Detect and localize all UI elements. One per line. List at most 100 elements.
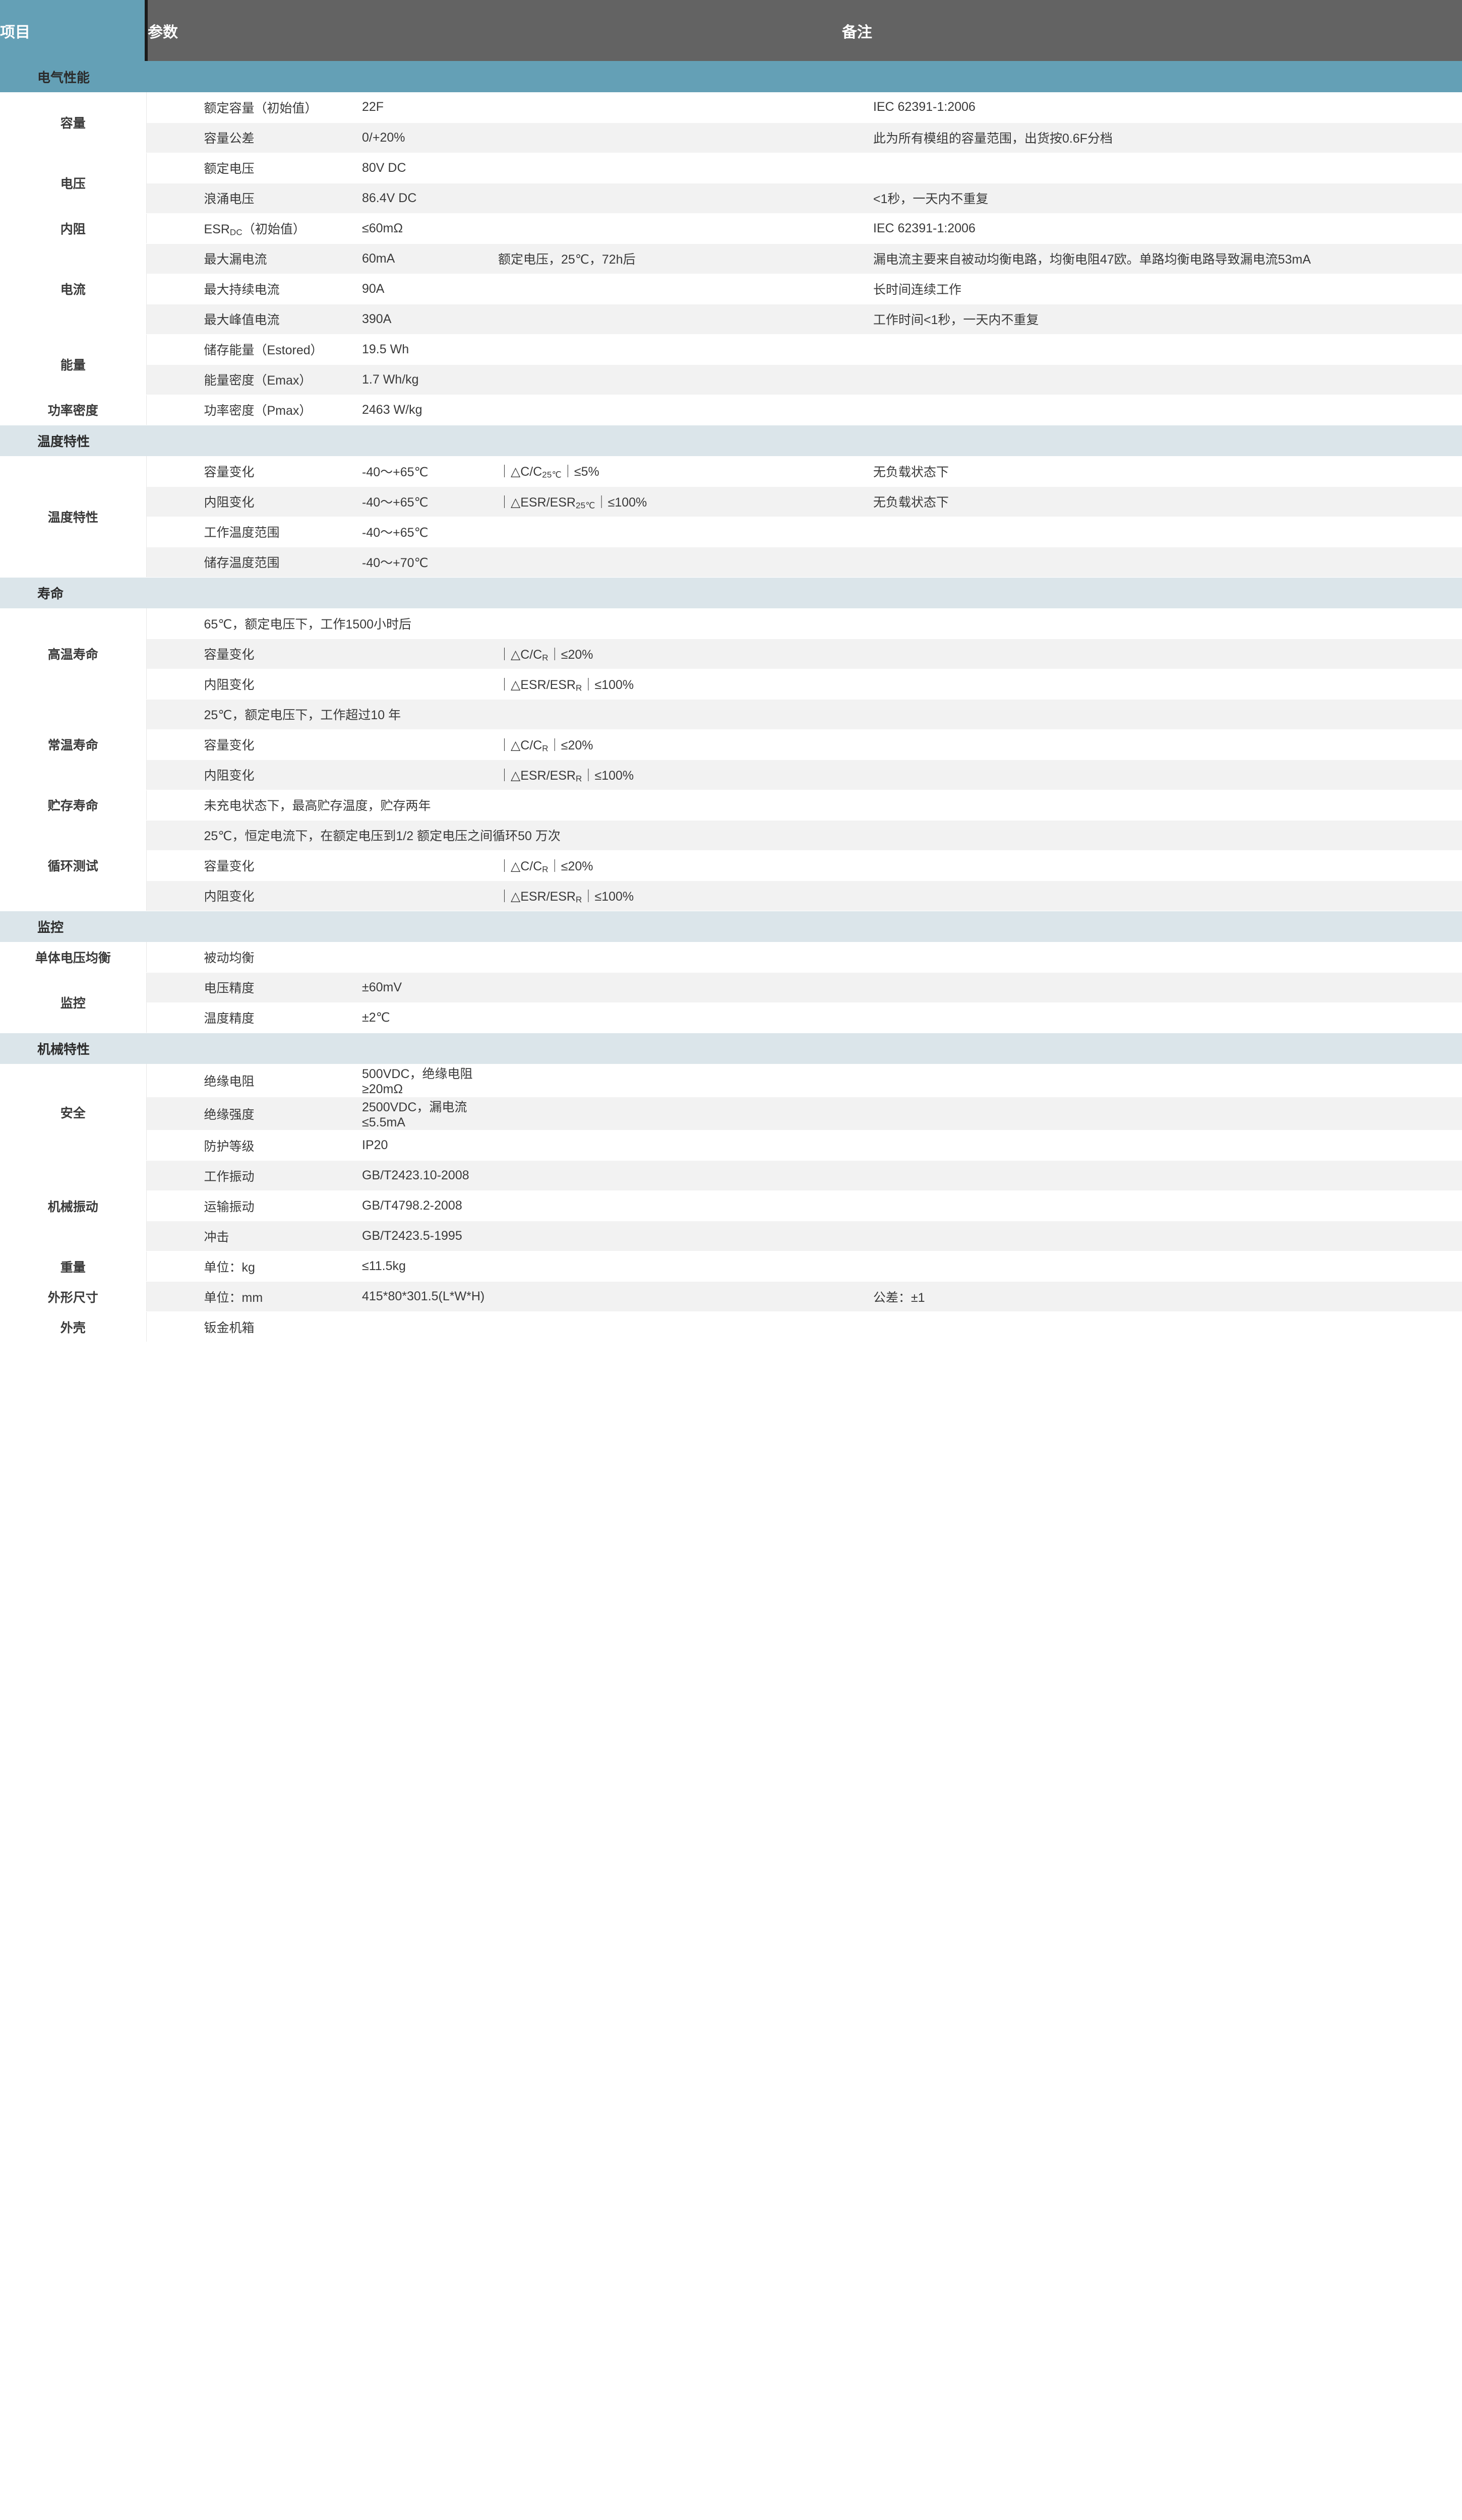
row-value bbox=[358, 880, 494, 911]
row-item-label: 能量密度（Emax） bbox=[146, 364, 358, 395]
row-value bbox=[358, 729, 494, 760]
row-remark: 此为所有模组的容量范围，出货按0.6F分档 bbox=[842, 122, 1462, 153]
row-span-text: 被动均衡 bbox=[146, 942, 842, 973]
row-category-label: 容量 bbox=[0, 92, 147, 153]
table-row: 内阻变化 ｜△ESR/ESRR｜≤100% bbox=[0, 760, 1462, 790]
row-item-label: 电压精度 bbox=[146, 972, 358, 1003]
row-value bbox=[358, 850, 494, 881]
row-category-label: 高温寿命 bbox=[0, 608, 147, 700]
row-value-secondary bbox=[494, 213, 842, 244]
table-row: 最大持续电流 90A 长时间连续工作 bbox=[0, 274, 1462, 304]
row-value-secondary bbox=[494, 364, 842, 395]
row-value: 500VDC，绝缘电阻≥20mΩ bbox=[358, 1064, 494, 1097]
row-remark bbox=[842, 395, 1462, 425]
table-row: 单体电压均衡 被动均衡 bbox=[0, 942, 1462, 973]
row-item-label: 容量公差 bbox=[146, 122, 358, 153]
row-remark: 工作时间<1秒，一天内不重复 bbox=[842, 304, 1462, 335]
row-value-secondary bbox=[494, 547, 842, 578]
row-value: ±60mV bbox=[358, 972, 494, 1003]
row-value bbox=[358, 639, 494, 669]
row-category-label: 重量 bbox=[0, 1251, 147, 1282]
row-value: GB/T4798.2-2008 bbox=[358, 1190, 494, 1221]
table-row: 防护等级 IP20 bbox=[0, 1130, 1462, 1161]
row-remark bbox=[842, 880, 1462, 911]
row-value-secondary bbox=[494, 304, 842, 335]
row-span-text: 未充电状态下，最高贮存温度，贮存两年 bbox=[146, 790, 842, 821]
row-category-label: 监控 bbox=[0, 972, 147, 1033]
table-row: 常温寿命 25℃，额定电压下，工作超过10 年 bbox=[0, 699, 1462, 790]
section-header-row: 监控 bbox=[0, 911, 1462, 942]
row-remark bbox=[842, 1190, 1462, 1221]
table-row: 浪涌电压 86.4V DC <1秒，一天内不重复 bbox=[0, 183, 1462, 214]
row-span-text: 65℃，额定电压下，工作1500小时后 bbox=[146, 608, 842, 639]
section-header-row: 寿命 bbox=[0, 577, 1462, 608]
row-value: ±2℃ bbox=[358, 1002, 494, 1033]
row-remark bbox=[842, 334, 1462, 365]
table-row: 储存温度范围 -40～+70℃ bbox=[0, 547, 1462, 578]
section-title: 寿命 bbox=[0, 577, 1462, 608]
column-header-category: 项目 bbox=[0, 0, 146, 61]
row-item-label: 储存温度范围 bbox=[146, 547, 358, 578]
row-remark bbox=[842, 517, 1462, 547]
row-remark bbox=[842, 1130, 1462, 1161]
row-remark: 公差：±1 bbox=[842, 1281, 1462, 1312]
row-span-text: 25℃，恒定电流下，在额定电压到1/2 额定电压之间循环50 万次 bbox=[146, 820, 842, 851]
row-remark bbox=[842, 760, 1462, 790]
row-remark bbox=[842, 1251, 1462, 1282]
table-row: 内阻 ESRDC（初始值） ≤60mΩ IEC 62391-1:2006 bbox=[0, 213, 1462, 244]
row-value: 0/+20% bbox=[358, 122, 494, 153]
row-remark bbox=[842, 639, 1462, 669]
row-item-label: 运输振动 bbox=[146, 1190, 358, 1221]
section-title: 机械特性 bbox=[0, 1033, 1462, 1064]
row-remark: 无负载状态下 bbox=[842, 456, 1462, 487]
table-row: 运输振动 GB/T4798.2-2008 bbox=[0, 1190, 1462, 1221]
row-value: 22F bbox=[358, 92, 494, 123]
section-title: 电气性能 bbox=[0, 61, 1462, 92]
table-row: 工作温度范围 -40～+65℃ bbox=[0, 517, 1462, 547]
row-item-label: 最大漏电流 bbox=[146, 243, 358, 274]
row-category-label: 机械振动 bbox=[0, 1160, 147, 1251]
row-value: 390A bbox=[358, 304, 494, 335]
row-value: ≤60mΩ bbox=[358, 213, 494, 244]
row-item-label: 内阻变化 bbox=[146, 760, 358, 790]
table-row: 容量公差 0/+20% 此为所有模组的容量范围，出货按0.6F分档 bbox=[0, 122, 1462, 153]
table-header-row: 项目 参数 备注 bbox=[0, 0, 1462, 61]
table-row: 容量变化 ｜△C/CR｜≤20% bbox=[0, 850, 1462, 881]
row-remark bbox=[842, 942, 1462, 973]
row-value-secondary bbox=[494, 274, 842, 304]
row-category-label: 常温寿命 bbox=[0, 699, 147, 790]
table-row: 机械振动 工作振动 GB/T2423.10-2008 bbox=[0, 1160, 1462, 1251]
row-value: -40～+65℃ bbox=[358, 486, 494, 517]
row-value: IP20 bbox=[358, 1130, 494, 1161]
row-remark bbox=[842, 153, 1462, 183]
table-row: 高温寿命 65℃，额定电压下，工作1500小时后 bbox=[0, 608, 1462, 700]
row-remark: <1秒，一天内不重复 bbox=[842, 183, 1462, 214]
row-value: 2500VDC，漏电流≤5.5mA bbox=[358, 1097, 494, 1130]
table-row: 内阻变化 -40～+65℃ ｜△ESR/ESR25℃｜≤100% 无负载状态下 bbox=[0, 486, 1462, 517]
row-category-label: 内阻 bbox=[0, 213, 147, 244]
row-remark bbox=[842, 1002, 1462, 1033]
table-row: 最大峰值电流 390A 工作时间<1秒，一天内不重复 bbox=[0, 304, 1462, 335]
table-row: 安全 绝缘电阻 500VDC，绝缘电阻≥20mΩ bbox=[0, 1064, 1462, 1161]
row-item-label: 防护等级 bbox=[146, 1130, 358, 1161]
row-value: 2463 W/kg bbox=[358, 395, 494, 425]
row-item-label: 绝缘强度 bbox=[146, 1097, 358, 1130]
row-item-label: 内阻变化 bbox=[146, 880, 358, 911]
row-remark bbox=[842, 669, 1462, 700]
section-title: 监控 bbox=[0, 911, 1462, 942]
row-category-label: 循环测试 bbox=[0, 820, 147, 911]
row-item-label: 最大峰值电流 bbox=[146, 304, 358, 335]
table-row: 外壳 钣金机箱 bbox=[0, 1311, 1462, 1342]
table-row: 容量变化 ｜△C/CR｜≤20% bbox=[0, 729, 1462, 760]
row-value-secondary: ｜△C/CR｜≤20% bbox=[494, 639, 842, 669]
row-item-label: 内阻变化 bbox=[146, 486, 358, 517]
row-remark bbox=[842, 972, 1462, 1003]
row-item-label: 功率密度（Pmax） bbox=[146, 395, 358, 425]
row-category-label: 电流 bbox=[0, 243, 147, 335]
column-header-parameter: 参数 bbox=[145, 0, 842, 61]
row-value: 60mA bbox=[358, 243, 494, 274]
row-value: GB/T2423.10-2008 bbox=[358, 1160, 494, 1191]
row-value-secondary bbox=[494, 395, 842, 425]
section-title: 温度特性 bbox=[0, 425, 1462, 456]
column-header-remark: 备注 bbox=[842, 0, 1462, 61]
